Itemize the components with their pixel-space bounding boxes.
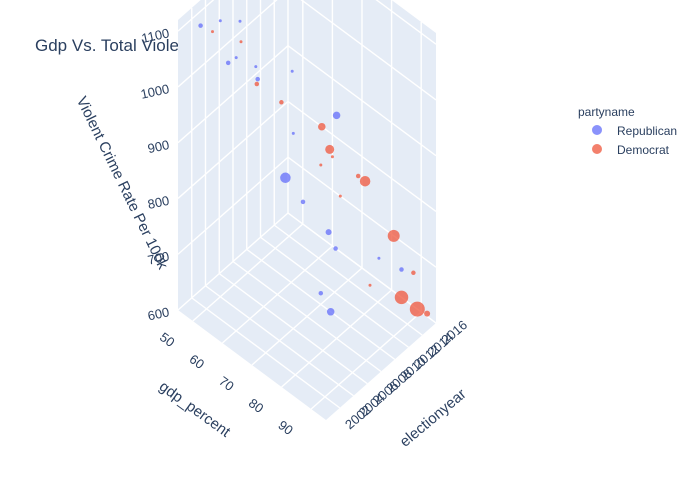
point-republican	[399, 267, 404, 272]
y-tick-label: 70	[216, 373, 237, 394]
point-republican	[235, 56, 238, 59]
point-democrat	[319, 164, 322, 167]
y-tick-label: 90	[275, 417, 296, 438]
point-republican	[280, 173, 291, 184]
point-democrat	[369, 284, 372, 287]
point-democrat	[356, 174, 361, 179]
legend-item-democrat[interactable]: Democrat	[592, 143, 670, 157]
legend-item-republican[interactable]: Republican	[592, 124, 677, 138]
x-axis-title: electionyear	[397, 386, 470, 451]
legend-marker-republican	[592, 125, 602, 135]
z-tick-label: 900	[146, 137, 170, 156]
point-republican	[219, 19, 222, 22]
point-republican	[291, 70, 294, 73]
point-democrat	[255, 82, 260, 87]
point-democrat	[424, 311, 430, 317]
point-republican	[254, 65, 257, 68]
z-axis-title: Violent Crime Rate Per 100k	[73, 94, 172, 273]
point-democrat	[279, 100, 284, 105]
z-tick-label: 1000	[139, 81, 170, 102]
point-republican	[292, 132, 295, 135]
z-tick-label: 600	[146, 304, 170, 323]
legend: partyname Republican Democrat	[578, 105, 677, 157]
point-democrat	[395, 291, 409, 305]
point-democrat	[388, 230, 400, 242]
point-democrat	[211, 30, 214, 33]
x-tick-label: 2016	[438, 317, 470, 347]
point-democrat	[331, 155, 334, 158]
legend-label-republican: Republican	[617, 124, 677, 138]
point-democrat	[410, 302, 425, 317]
point-democrat	[339, 195, 342, 198]
y-tick-label: 60	[187, 351, 208, 372]
y-tick-label: 50	[157, 329, 178, 350]
point-republican	[333, 112, 341, 120]
point-republican	[377, 257, 380, 260]
legend-title: partyname	[578, 105, 635, 119]
point-republican	[326, 229, 332, 235]
point-republican	[226, 61, 231, 66]
point-democrat	[325, 145, 334, 154]
point-republican	[333, 246, 338, 251]
point-republican	[198, 23, 203, 28]
point-democrat	[240, 40, 243, 43]
point-republican	[319, 291, 324, 296]
point-republican	[301, 200, 306, 205]
point-democrat	[318, 123, 326, 131]
point-republican	[255, 77, 260, 82]
point-democrat	[411, 271, 416, 276]
legend-marker-democrat	[592, 144, 602, 154]
z-tick-label: 800	[146, 193, 170, 212]
point-republican	[327, 308, 335, 316]
point-republican	[239, 20, 242, 23]
y-tick-label: 80	[246, 395, 267, 416]
legend-label-democrat: Democrat	[617, 143, 670, 157]
point-democrat	[360, 176, 371, 187]
